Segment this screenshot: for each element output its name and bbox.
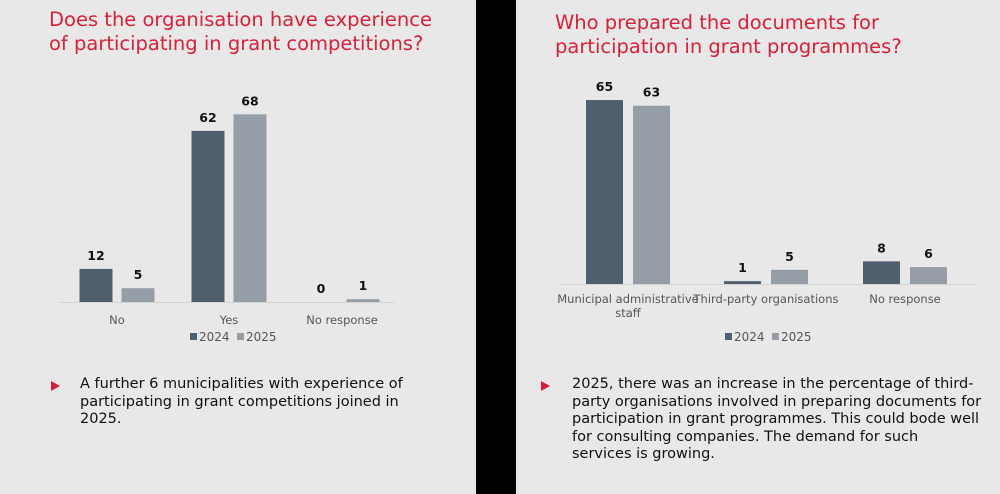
bar-2025 [910, 267, 947, 284]
data-label: 1 [738, 260, 747, 275]
data-label: 5 [134, 267, 143, 282]
data-label: 6 [924, 246, 933, 261]
bar-2024 [863, 261, 900, 284]
bar-2025 [233, 114, 267, 302]
category-label: No response [869, 292, 941, 306]
category-label: staff [615, 306, 642, 320]
data-label: 62 [199, 110, 216, 125]
legend-swatch-2025 [772, 333, 779, 340]
legend-label: 2024 [734, 330, 765, 344]
bar-2024 [79, 268, 113, 302]
bullet-text: A further 6 municipalities with experien… [80, 376, 403, 427]
bullet-triangle-icon [51, 381, 60, 391]
bar-2025 [633, 105, 670, 285]
data-label: 1 [359, 278, 368, 293]
legend-label: 2024 [199, 330, 230, 344]
data-label: 68 [241, 93, 258, 108]
legend-label: 2025 [781, 330, 812, 344]
bar-2024 [586, 100, 623, 284]
bar-2025 [121, 288, 155, 302]
bar-2025 [346, 299, 380, 302]
bar-2025 [771, 269, 808, 284]
category-label: No [109, 313, 125, 327]
legend-swatch-2025 [237, 333, 244, 340]
bullet-triangle-icon [541, 381, 550, 391]
experience-bar-chart: 12 5 No 62 68 Yes 0 1 No response 2024 2025 [60, 93, 395, 344]
legend-swatch-2024 [725, 333, 732, 340]
legend-label: 2025 [246, 330, 277, 344]
category-label: Third-party organisations [693, 292, 839, 306]
data-label: 0 [317, 281, 326, 296]
chart-title: Who prepared the documents for participa… [555, 11, 902, 58]
category-label: No response [306, 313, 378, 327]
data-label: 12 [87, 248, 104, 263]
right-slide-panel: Who prepared the documents for participa… [516, 0, 1000, 494]
chart-title: Does the organisation have experience of… [49, 8, 432, 55]
data-label: 65 [596, 79, 613, 94]
bullet-text: 2025, there was an increase in the perce… [572, 376, 982, 462]
category-label: Municipal administrative [557, 292, 699, 306]
data-label: 5 [785, 249, 794, 264]
bar-2024 [191, 130, 225, 302]
legend-swatch-2024 [190, 333, 197, 340]
data-label: 63 [643, 85, 660, 100]
data-label: 8 [877, 240, 886, 255]
left-slide-panel: Does the organisation have experience of… [0, 0, 476, 494]
bar-2024 [724, 281, 761, 284]
category-label: Yes [219, 313, 239, 327]
